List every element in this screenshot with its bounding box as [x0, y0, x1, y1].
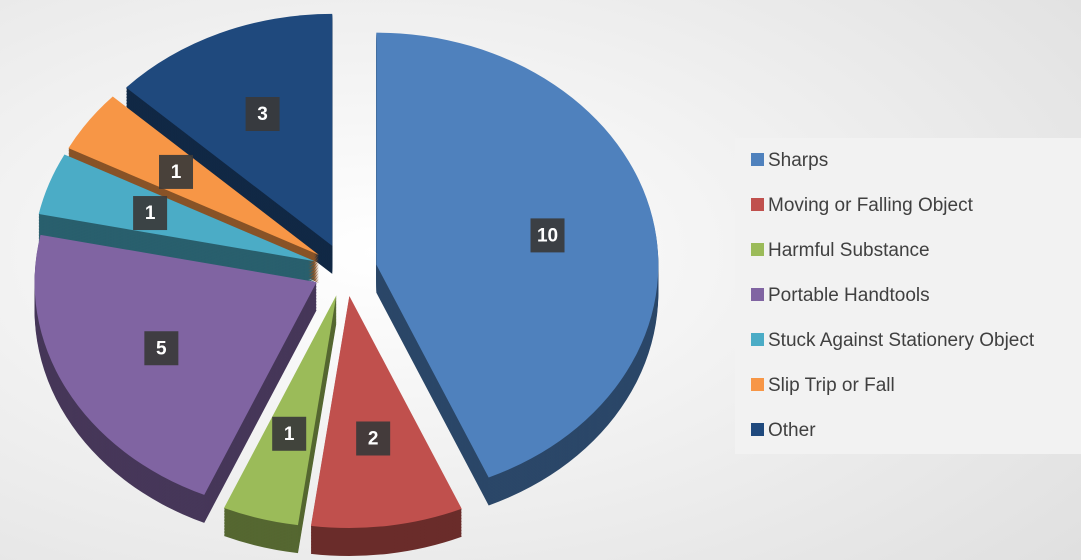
- slice: [310, 295, 462, 528]
- slice: [126, 13, 333, 246]
- legend-swatch: [751, 198, 764, 211]
- slice: [68, 96, 319, 255]
- legend-swatch: [751, 333, 764, 346]
- legend-label: Moving or Falling Object: [768, 195, 974, 216]
- slice: [38, 154, 315, 262]
- data-label: 2: [368, 429, 379, 450]
- data-label: 1: [145, 203, 156, 224]
- data-label-box: [144, 331, 179, 366]
- data-label: 3: [257, 104, 268, 125]
- data-label-box: [133, 196, 168, 231]
- data-label: 1: [284, 424, 295, 445]
- data-label-box: [245, 97, 280, 132]
- data-label: 5: [156, 338, 167, 359]
- legend-label: Harmful Substance: [768, 240, 930, 261]
- legend-label: Other: [768, 420, 816, 441]
- slice: [376, 32, 659, 478]
- data-label: 10: [537, 225, 558, 246]
- legend-swatch: [751, 288, 764, 301]
- data-label-box: [530, 218, 565, 253]
- legend-label: Portable Handtools: [768, 285, 930, 306]
- legend-swatch: [751, 153, 764, 166]
- data-label-box: [272, 416, 307, 451]
- data-label-box: [356, 421, 391, 456]
- data-label: 1: [171, 162, 182, 183]
- legend-label: Stuck Against Stationery Object: [768, 330, 1035, 351]
- legend: Sharps Moving or Falling Object Harmful Su…: [751, 150, 1035, 441]
- data-label-box: [159, 154, 194, 189]
- legend-swatch: [751, 378, 764, 391]
- legend-label: Sharps: [768, 150, 828, 171]
- legend-box: [735, 138, 1081, 454]
- slice: [224, 295, 337, 526]
- legend-swatch: [751, 423, 764, 436]
- legend-label: Slip Trip or Fall: [768, 375, 895, 396]
- legend-swatch: [751, 243, 764, 256]
